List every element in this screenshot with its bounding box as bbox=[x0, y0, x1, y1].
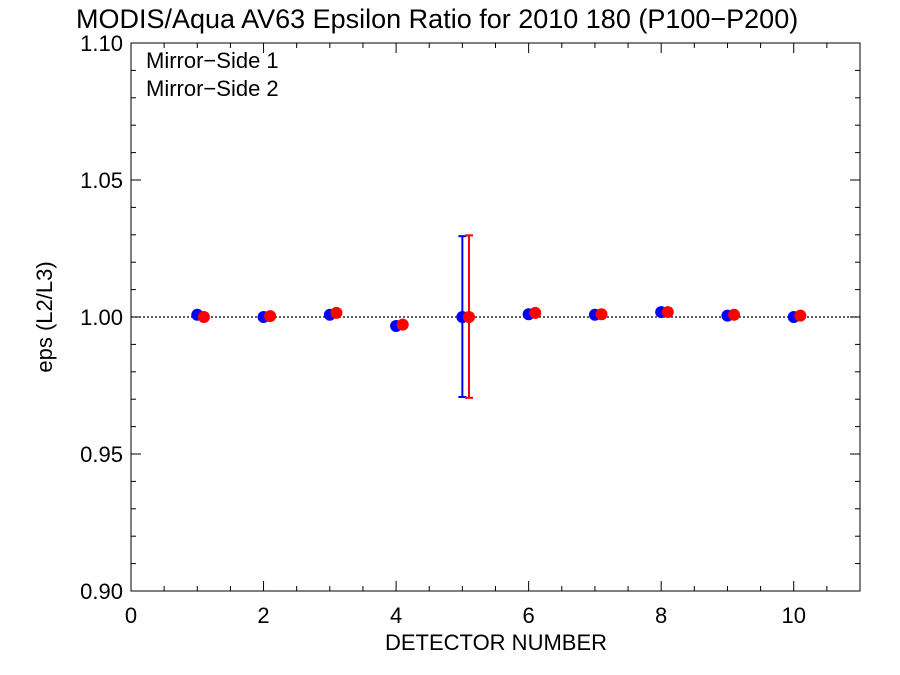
x-tick-label: 4 bbox=[390, 603, 402, 628]
x-tick-label: 10 bbox=[781, 603, 805, 628]
x-axis-label: DETECTOR NUMBER bbox=[385, 630, 607, 655]
data-point-mirror-side-2 bbox=[396, 318, 409, 331]
y-tick-label: 1.00 bbox=[80, 305, 123, 330]
x-tick-label: 2 bbox=[257, 603, 269, 628]
y-tick-label: 1.05 bbox=[80, 168, 123, 193]
y-tick-label: 0.95 bbox=[80, 442, 123, 467]
minor-ticks bbox=[131, 43, 860, 591]
data-point-mirror-side-2 bbox=[661, 306, 674, 319]
y-axis-ticks: 0.90 0.95 1.00 1.05 1.10 bbox=[80, 31, 860, 604]
y-axis-label: eps (L2/L3) bbox=[32, 261, 57, 372]
x-axis-ticks: 0 2 4 6 8 10 bbox=[125, 43, 806, 628]
data-point-mirror-side-2 bbox=[529, 306, 542, 319]
data-point-mirror-side-2 bbox=[794, 309, 807, 322]
x-tick-label: 0 bbox=[125, 603, 137, 628]
data-points bbox=[191, 306, 807, 333]
chart-title: MODIS/Aqua AV63 Epsilon Ratio for 2010 1… bbox=[76, 4, 798, 34]
y-tick-label: 0.90 bbox=[80, 579, 123, 604]
data-point-mirror-side-2 bbox=[728, 308, 741, 321]
legend-mirror-side-2: Mirror−Side 2 bbox=[146, 76, 279, 101]
data-point-mirror-side-2 bbox=[462, 311, 475, 323]
data-point-mirror-side-2 bbox=[197, 311, 210, 323]
legend-mirror-side-1: Mirror−Side 1 bbox=[146, 48, 279, 73]
data-point-mirror-side-2 bbox=[330, 306, 343, 319]
x-tick-label: 8 bbox=[655, 603, 667, 628]
x-tick-label: 6 bbox=[523, 603, 535, 628]
y-tick-label: 1.10 bbox=[80, 31, 123, 56]
data-point-mirror-side-2 bbox=[595, 308, 608, 321]
data-point-mirror-side-2 bbox=[264, 310, 277, 323]
